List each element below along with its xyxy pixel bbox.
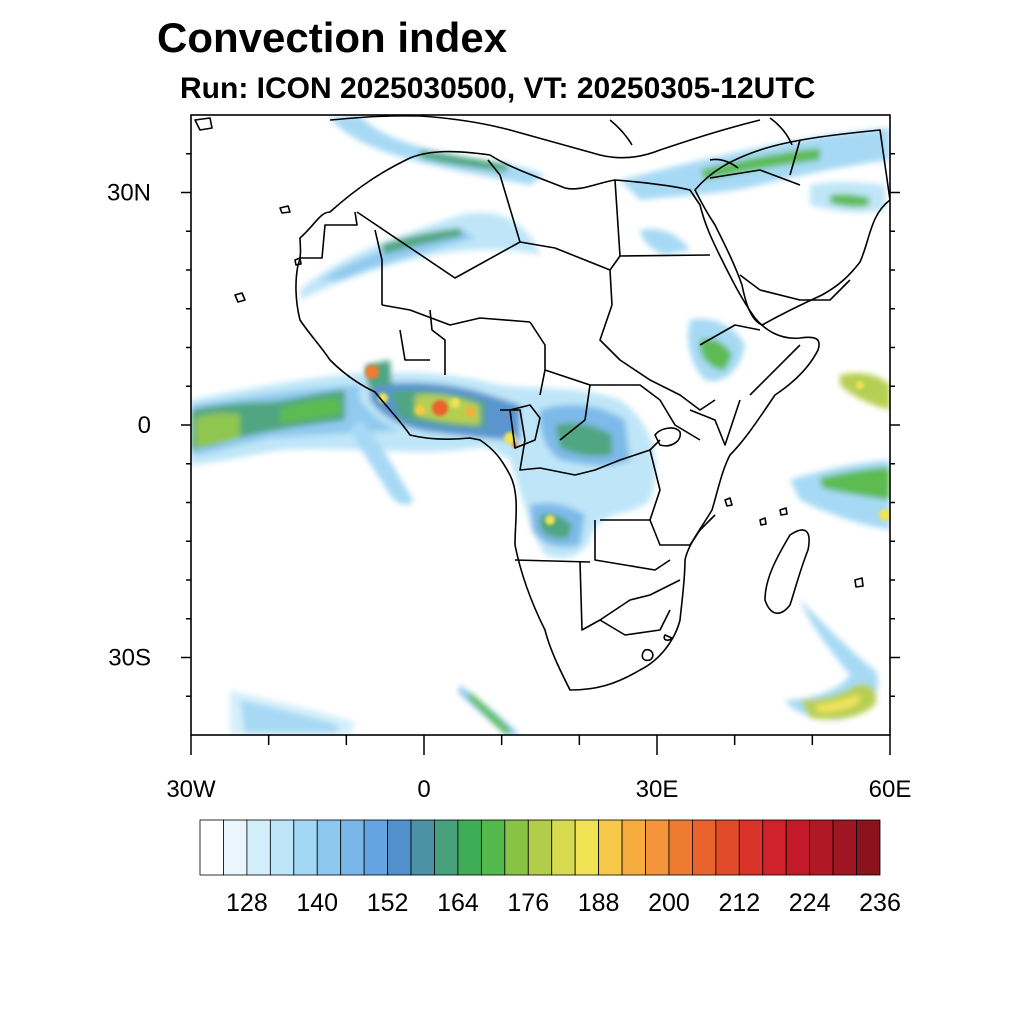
- lon-tick-label: 30E: [636, 776, 679, 803]
- colorbar-swatch: [457, 819, 482, 876]
- colorbar-swatch: [246, 819, 271, 876]
- colorbar-swatch: [668, 819, 693, 876]
- colorbar-label: 140: [296, 889, 338, 917]
- map-subtitle: Run: ICON 2025030500, VT: 20250305-12UTC: [180, 72, 816, 105]
- colorbar-swatch: [293, 819, 318, 876]
- colorbar-swatch: [645, 819, 670, 876]
- colorbar-swatch: [199, 819, 224, 876]
- lon-tick-label: 0: [417, 776, 430, 803]
- colorbar-swatch: [387, 819, 412, 876]
- colorbar-label: 236: [859, 889, 901, 917]
- colorbar: [199, 819, 881, 876]
- colorbar-swatch: [809, 819, 834, 876]
- colorbar-swatch: [410, 819, 435, 876]
- colorbar-swatch: [269, 819, 295, 876]
- map-title: Convection index: [157, 14, 508, 61]
- colorbar-label: 164: [437, 889, 479, 917]
- lon-tick-label: 60E: [869, 776, 912, 803]
- colorbar-swatch: [856, 819, 881, 876]
- colorbar-swatch: [363, 819, 388, 876]
- colorbar-swatch: [762, 819, 787, 876]
- europe-coastline: [329, 115, 761, 159]
- colorbar-label: 128: [226, 889, 268, 917]
- colorbar-swatch: [551, 819, 576, 876]
- colorbar-swatch: [504, 819, 529, 876]
- arabia-coastline: [694, 129, 890, 326]
- lat-tick-label: 30N: [107, 180, 151, 207]
- colorbar-label: 200: [648, 889, 690, 917]
- coastline-borders: [194, 115, 890, 691]
- colorbar-swatch: [527, 819, 553, 876]
- colorbar-label: 176: [507, 889, 549, 917]
- lon-tick-label: 30W: [166, 776, 216, 803]
- axis-tick-labels: 30N 0 30S 30W 0 30E 60E: [107, 180, 911, 804]
- africa-coastline: [295, 150, 820, 691]
- lat-tick-label: 30S: [108, 645, 151, 672]
- colorbar-label: 152: [367, 889, 409, 917]
- colorbar-swatch: [223, 819, 248, 876]
- shading-plume: [350, 420, 413, 505]
- convection-shading: [191, 115, 890, 735]
- madagascar-coastline: [764, 529, 810, 614]
- colorbar-swatch: [598, 819, 623, 876]
- colorbar-swatch: [574, 819, 600, 876]
- colorbar-label: 224: [789, 889, 831, 917]
- colorbar-swatch: [832, 819, 857, 876]
- colorbar-swatch: [316, 819, 342, 876]
- colorbar-swatch: [340, 819, 365, 876]
- axis-ticks: [181, 153, 900, 755]
- colorbar-swatch: [621, 819, 646, 876]
- colorbar-label: 188: [578, 889, 620, 917]
- colorbar-swatch: [480, 819, 506, 876]
- colorbar-swatch: [692, 819, 717, 876]
- colorbar-swatch: [715, 819, 740, 876]
- colorbar-swatch: [785, 819, 811, 876]
- shading-sahara-band: [300, 212, 540, 300]
- colorbar-swatch: [434, 819, 459, 876]
- lat-tick-label: 0: [138, 412, 151, 439]
- colorbar-labels: 128 140 152 164 176 188 200 212 224 236: [226, 889, 901, 917]
- colorbar-swatch: [738, 819, 764, 876]
- colorbar-label: 212: [718, 889, 760, 917]
